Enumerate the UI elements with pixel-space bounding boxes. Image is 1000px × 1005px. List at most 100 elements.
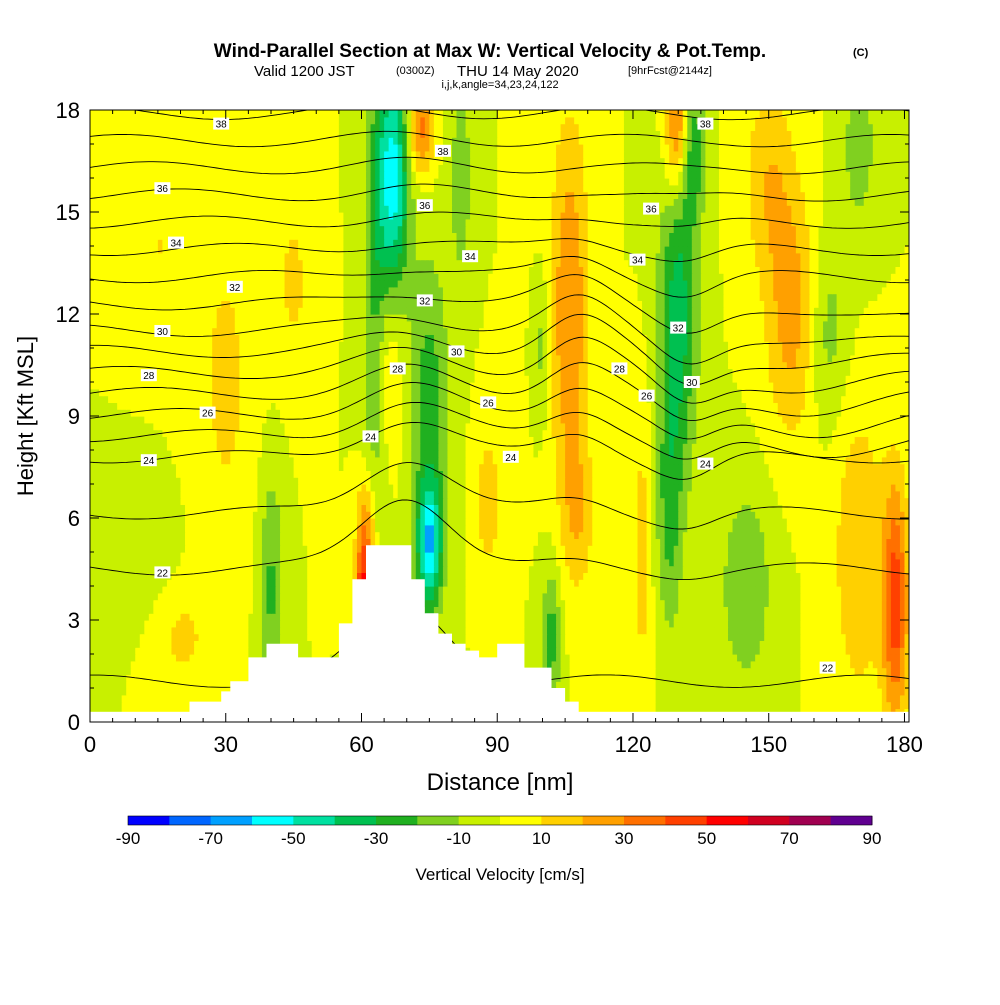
velocity-cell [194,572,200,580]
velocity-cell [338,538,344,546]
velocity-cell [221,558,227,567]
velocity-cell [94,674,100,682]
velocity-cell [347,558,354,567]
velocity-cell [515,620,521,628]
velocity-cell [750,558,756,567]
velocity-cell [347,606,354,614]
velocity-cell [420,565,426,573]
velocity-cell [795,538,801,546]
velocity-cell [854,633,860,641]
velocity-cell [637,667,643,675]
velocity-cell [171,620,177,628]
velocity-cell [809,572,815,580]
velocity-cell [678,558,684,567]
velocity-cell [709,626,716,635]
velocity-cell [673,667,679,675]
velocity-cell [791,654,797,662]
velocity-cell [737,599,743,607]
velocity-cell [212,531,218,539]
velocity-cell [574,552,580,560]
velocity-cell [723,545,729,553]
velocity-cell [117,620,123,628]
velocity-cell [225,592,231,601]
velocity-cell [587,565,593,573]
velocity-cell [207,640,213,648]
velocity-cell [723,688,729,696]
velocity-cell [818,613,824,621]
velocity-cell [700,579,706,587]
velocity-cell [596,572,602,580]
velocity-cell [180,565,186,573]
velocity-cell [637,552,643,560]
velocity-cell [614,667,620,675]
velocity-cell [804,667,811,675]
velocity-cell [899,654,906,662]
velocity-cell [230,565,236,573]
velocity-cell [660,701,666,709]
velocity-cell [474,538,480,546]
velocity-cell [325,640,331,648]
velocity-cell [510,579,516,587]
velocity-cell [741,558,747,567]
velocity-cell [732,620,738,628]
velocity-cell [298,558,304,567]
velocity-cell [121,681,127,689]
velocity-cell [139,701,145,709]
velocity-cell [148,565,154,573]
velocity-cell [166,626,173,635]
velocity-cell [216,531,222,539]
velocity-cell [809,654,815,662]
velocity-cell [737,633,743,641]
velocity-cell [899,667,906,675]
velocity-cell [782,538,788,546]
velocity-cell [651,667,657,675]
velocity-cell [347,613,354,621]
velocity-cell [795,674,801,682]
velocity-cell [162,613,168,621]
velocity-cell [148,688,154,696]
velocity-cell [669,681,675,689]
velocity-cell [456,565,462,573]
velocity-cell [868,545,874,553]
velocity-cell [126,606,132,614]
velocity-cell [669,552,675,560]
velocity-cell [642,633,648,641]
velocity-cell [823,674,829,682]
velocity-cell [732,586,738,594]
velocity-cell [447,565,453,573]
velocity-cell [890,660,897,669]
velocity-cell [827,674,833,682]
velocity-cell [827,654,833,662]
velocity-cell [728,538,734,546]
velocity-cell [207,558,213,567]
velocity-cell [596,681,602,689]
velocity-cell [682,599,688,607]
velocity-cell [90,538,96,546]
velocity-cell [325,620,331,628]
velocity-cell [556,681,562,689]
velocity-cell [126,633,132,641]
velocity-cell [732,633,738,641]
velocity-cell [524,633,530,641]
velocity-cell [827,545,833,553]
velocity-cell [714,674,720,682]
velocity-cell [198,552,204,560]
velocity-cell [877,633,883,641]
velocity-cell [225,572,231,580]
velocity-cell [144,558,150,567]
velocity-cell [687,606,693,614]
velocity-cell [723,579,729,587]
velocity-cell [157,694,163,703]
velocity-cell [818,586,824,594]
velocity-cell [777,633,783,641]
velocity-cell [601,694,607,703]
velocity-cell [832,694,838,703]
velocity-cell [669,694,675,703]
velocity-cell [777,654,783,662]
velocity-cell [737,681,743,689]
velocity-cell [619,654,625,662]
velocity-cell [424,599,430,607]
velocity-cell [189,531,195,539]
velocity-cell [587,606,593,614]
